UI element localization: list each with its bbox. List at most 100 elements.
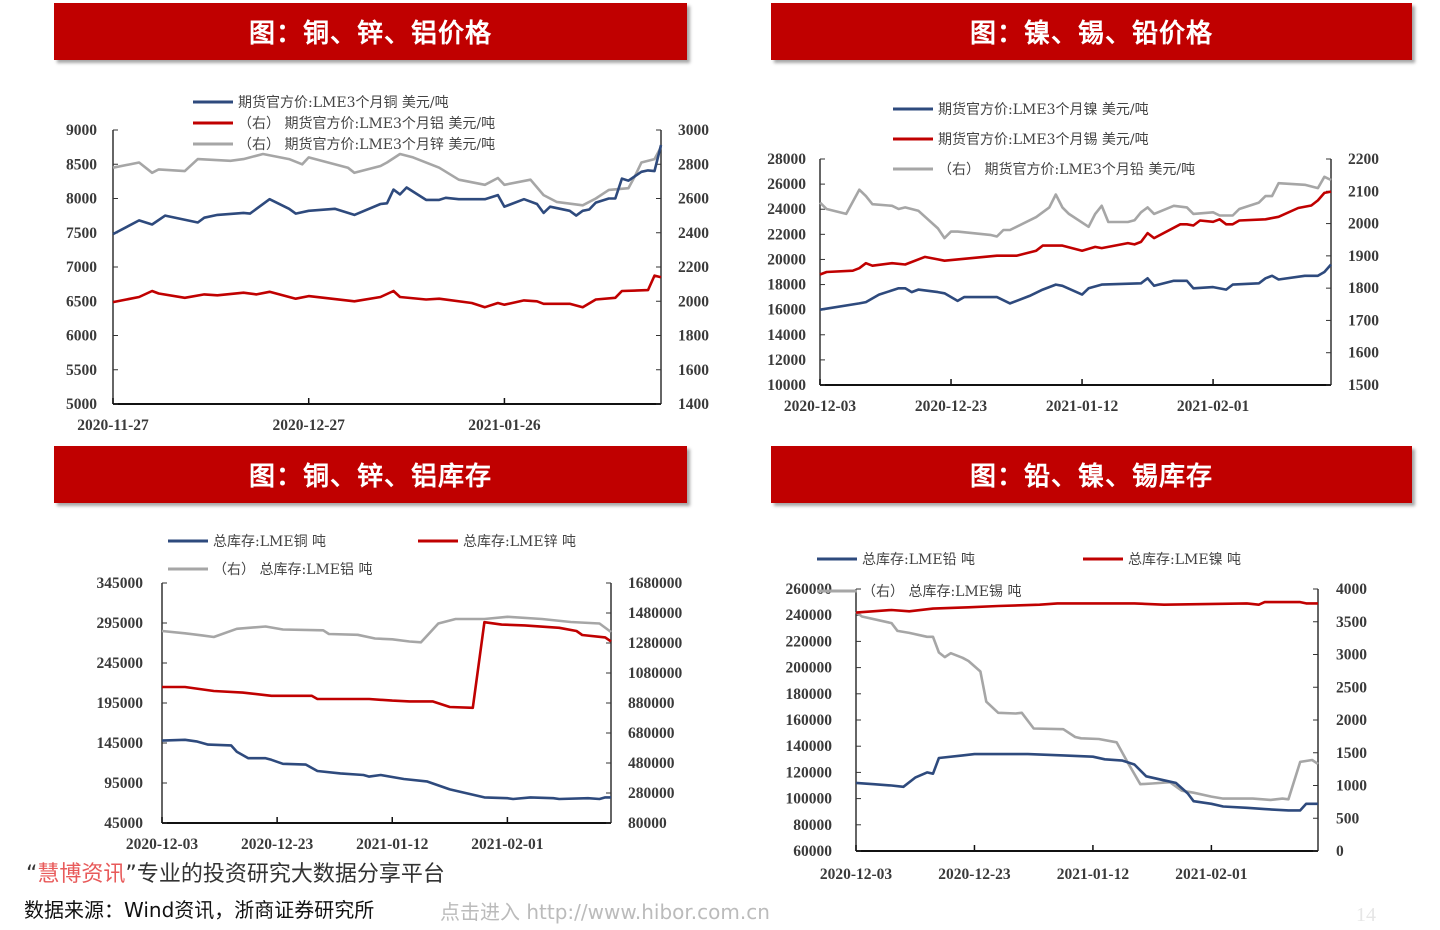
y-tick-label-right: 1600 [1348, 345, 1379, 362]
y-tick-label-right: 1080000 [628, 665, 683, 682]
y-tick-label-right: 2400 [678, 225, 709, 242]
x-tick-label: 2020-12-03 [820, 866, 893, 883]
y-tick-label-left: 95000 [104, 775, 143, 792]
y-tick-label-right: 1500 [1336, 745, 1367, 762]
y-tick-label-left: 45000 [104, 815, 143, 832]
x-tick-label: 2020-12-03 [784, 398, 857, 415]
y-tick-label-left: 9000 [66, 122, 97, 139]
y-tick-label-right: 2100 [1348, 183, 1379, 200]
y-tick-label-left: 6500 [66, 293, 97, 310]
y-tick-label-right: 1700 [1348, 312, 1379, 329]
y-tick-label-right: 3000 [678, 122, 709, 139]
y-tick-label-left: 245000 [97, 655, 144, 672]
y-tick-label-left: 160000 [786, 712, 833, 729]
series-line [819, 175, 1332, 240]
chart-title: 图：铜、锌、铝价格 [248, 19, 492, 49]
y-tick-label-right: 1000 [1336, 778, 1367, 795]
legend-label: （右） 总库存:LME锡 吨 [862, 584, 1021, 600]
series-line [162, 620, 612, 710]
watermark-text: 专业的投资研究大数据分享平台 [136, 862, 445, 887]
y-tick-label-left: 6000 [66, 328, 97, 345]
y-tick-label-right: 2800 [678, 156, 709, 173]
y-tick-label-right: 4000 [1336, 581, 1367, 598]
y-tick-label-left: 5500 [66, 362, 97, 379]
y-tick-label-left: 10000 [767, 377, 806, 394]
y-tick-label-left: 200000 [786, 660, 833, 677]
y-tick-label-right: 1280000 [628, 635, 683, 652]
x-tick-label: 2020-12-27 [273, 417, 346, 434]
x-tick-label: 2020-12-23 [241, 836, 314, 853]
chart-title-banner: 图：铅、镍、锡库存 [771, 446, 1412, 503]
y-tick-label-right: 2000 [1348, 216, 1379, 233]
y-tick-label-right: 1800 [1348, 280, 1379, 297]
series-line [161, 615, 612, 644]
data-source: 数据来源：Wind资讯，浙商证券研究所 [24, 898, 375, 922]
y-tick-label-left: 28000 [767, 151, 806, 168]
quote-mark: ” [125, 862, 137, 887]
y-tick-label-right: 2200 [1348, 151, 1379, 168]
y-tick-label-left: 100000 [786, 791, 833, 808]
series-line [819, 263, 1332, 311]
y-tick-label-right: 1400 [678, 396, 709, 413]
x-tick-label: 2021-02-01 [471, 836, 543, 853]
x-tick-label: 2020-12-23 [915, 398, 988, 415]
watermark-slogan: “慧博资讯”专业的投资研究大数据分享平台 [26, 856, 445, 888]
y-tick-label-left: 145000 [97, 735, 144, 752]
y-tick-label-right: 3500 [1336, 614, 1367, 631]
y-tick-label-left: 345000 [97, 575, 144, 592]
y-tick-label-left: 60000 [793, 843, 832, 860]
y-tick-label-left: 180000 [786, 686, 833, 703]
x-tick-label: 2021-01-12 [356, 836, 429, 853]
legend-label: 期货官方价:LME3个月镍 美元/吨 [938, 101, 1149, 118]
y-tick-label-left: 16000 [767, 302, 806, 319]
y-tick-label-left: 80000 [793, 817, 832, 834]
y-tick-label-right: 0 [1336, 843, 1344, 860]
chart-title: 图：铜、锌、铝库存 [248, 462, 492, 492]
series-line [819, 190, 1332, 276]
x-tick-label: 2021-02-01 [1175, 866, 1247, 883]
y-tick-label-left: 7500 [66, 225, 97, 242]
series-line [112, 146, 663, 207]
y-tick-label-right: 2500 [1336, 679, 1367, 696]
y-tick-label-right: 1900 [1348, 248, 1379, 265]
watermark-overlay: 点击进入 http://www.hibor.com.cn [440, 900, 770, 924]
legend-label: 期货官方价:LME3个月铜 美元/吨 [238, 94, 449, 111]
series-line [855, 752, 1318, 812]
legend-label: 总库存:LME镍 吨 [1128, 552, 1241, 568]
watermark-brand: 慧博资讯 [37, 862, 126, 887]
chart-title: 图：镍、锡、铅价格 [969, 19, 1213, 49]
y-tick-label-right: 2000 [678, 293, 709, 310]
legend-label: （右） 期货官方价:LME3个月铝 美元/吨 [238, 115, 495, 132]
x-tick-label: 2020-12-03 [126, 836, 199, 853]
x-tick-label: 2020-12-23 [938, 866, 1011, 883]
series-line [855, 610, 1319, 802]
chart-4: 60000 80000 100000 120000 140000 160000 180000… [786, 552, 1368, 883]
chart-title-banner: 图：铜、锌、铝价格 [54, 3, 687, 60]
x-tick-label: 2021-01-12 [1057, 866, 1130, 883]
y-tick-label-left: 240000 [786, 607, 833, 624]
y-tick-label-right: 880000 [628, 695, 675, 712]
legend-label: 总库存:LME铅 吨 [862, 552, 975, 568]
legend-label: （右） 期货官方价:LME3个月铅 美元/吨 [938, 161, 1195, 178]
series-line [855, 600, 1318, 614]
y-tick-label-left: 12000 [767, 352, 806, 369]
page-number: 14 [1356, 904, 1376, 926]
y-tick-label-right: 480000 [628, 755, 675, 772]
y-tick-label-left: 260000 [786, 581, 833, 598]
quote-mark: “ [26, 862, 38, 887]
chart-3: 45000 95000 145000 195000 245000 295000 345000… [97, 534, 683, 853]
y-tick-label-right: 2000 [1336, 712, 1367, 729]
x-tick-label: 2021-01-12 [1046, 398, 1119, 415]
chart-1: 5000 5500 6000 6500 7000 7500 8000 8500 9000 1400… [66, 94, 709, 434]
y-tick-label-left: 220000 [786, 633, 833, 650]
y-tick-label-left: 140000 [786, 738, 833, 755]
series-line [161, 738, 611, 801]
y-tick-label-right: 1680000 [628, 575, 683, 592]
series-line [112, 274, 662, 309]
y-tick-label-left: 20000 [767, 251, 806, 268]
y-tick-label-left: 8000 [66, 191, 97, 208]
y-tick-label-right: 1600 [678, 362, 709, 379]
chart-title-banner: 图：镍、锡、铅价格 [771, 3, 1412, 60]
x-tick-label: 2020-11-27 [77, 417, 149, 434]
